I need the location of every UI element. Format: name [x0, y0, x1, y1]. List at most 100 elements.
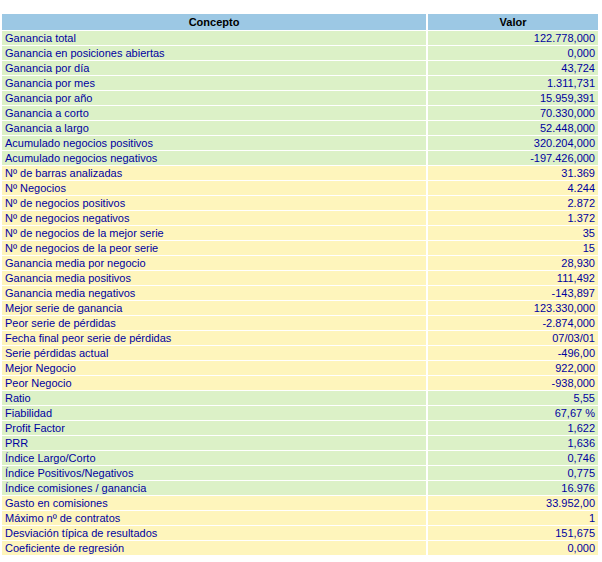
- table-row: Ganancia por mes 1.311,731: [2, 76, 598, 90]
- concept-cell: Ratio: [2, 391, 426, 405]
- value-cell: 31.369: [428, 166, 598, 180]
- concept-cell: Ganancia por mes: [2, 76, 426, 90]
- value-cell: 4.244: [428, 181, 598, 195]
- concept-cell: Ganancia media negativos: [2, 286, 426, 300]
- value-cell: 151,675: [428, 526, 598, 540]
- value-cell: 0,746: [428, 451, 598, 465]
- concept-cell: PRR: [2, 436, 426, 450]
- value-cell: 111,492: [428, 271, 598, 285]
- concept-cell: Nº de negocios negativos: [2, 211, 426, 225]
- concept-cell: Desviación típica de resultados: [2, 526, 426, 540]
- table-row: Ganancia por día 43,724: [2, 61, 598, 75]
- value-cell: 67,67 %: [428, 406, 598, 420]
- concept-cell: Índice Largo/Corto: [2, 451, 426, 465]
- concept-cell: Índice Positivos/Negativos: [2, 466, 426, 480]
- concept-cell: Nº de negocios de la mejor serie: [2, 226, 426, 240]
- value-cell: 1,636: [428, 436, 598, 450]
- value-cell: 70.330,000: [428, 106, 598, 120]
- concept-cell: Peor Negocio: [2, 376, 426, 390]
- value-cell: -938,000: [428, 376, 598, 390]
- concept-cell: Nº de negocios de la peor serie: [2, 241, 426, 255]
- concept-cell: Serie pérdidas actual: [2, 346, 426, 360]
- table-row: Nº de negocios de la peor serie 15: [2, 241, 598, 255]
- concept-cell: Índice comisiones / ganancia: [2, 481, 426, 495]
- column-header-concepto: Concepto: [2, 14, 426, 30]
- concept-cell: Mejor Negocio: [2, 361, 426, 375]
- value-cell: 15.959,391: [428, 91, 598, 105]
- concept-cell: Fiabilidad: [2, 406, 426, 420]
- table-row: Acumulado negocios positivos 320.204,000: [2, 136, 598, 150]
- table-row: Peor serie de pérdidas -2.874,000: [2, 316, 598, 330]
- table-row: Desviación típica de resultados 151,675: [2, 526, 598, 540]
- concept-cell: Ganancia media por negocio: [2, 256, 426, 270]
- value-cell: 33.952,00: [428, 496, 598, 510]
- value-cell: -143,897: [428, 286, 598, 300]
- table-row: Mejor Negocio 922,000: [2, 361, 598, 375]
- value-cell: 52.448,000: [428, 121, 598, 135]
- table-row: Serie pérdidas actual -496,00: [2, 346, 598, 360]
- value-cell: -2.874,000: [428, 316, 598, 330]
- table-row: Nº de negocios positivos 2.872: [2, 196, 598, 210]
- table-row: Fecha final peor serie de pérdidas 07/03…: [2, 331, 598, 345]
- value-cell: 43,724: [428, 61, 598, 75]
- concept-cell: Peor serie de pérdidas: [2, 316, 426, 330]
- value-cell: -496,00: [428, 346, 598, 360]
- table-row: Ganancia total 122.778,000: [2, 31, 598, 45]
- column-header-valor: Valor: [428, 14, 598, 30]
- table-row: Índice Positivos/Negativos 0,775: [2, 466, 598, 480]
- table-row: Ganancia a corto 70.330,000: [2, 106, 598, 120]
- value-cell: 0,000: [428, 46, 598, 60]
- table-row: Ganancia a largo 52.448,000: [2, 121, 598, 135]
- value-cell: 1.372: [428, 211, 598, 225]
- value-cell: 16.976: [428, 481, 598, 495]
- value-cell: 0,000: [428, 541, 598, 555]
- value-cell: 122.778,000: [428, 31, 598, 45]
- value-cell: 35: [428, 226, 598, 240]
- value-cell: -197.426,000: [428, 151, 598, 165]
- table-row: Nº de negocios negativos 1.372: [2, 211, 598, 225]
- concept-cell: Mejor serie de ganancia: [2, 301, 426, 315]
- table-row: Ganancia por año 15.959,391: [2, 91, 598, 105]
- concept-cell: Ganancia total: [2, 31, 426, 45]
- table-row: Ganancia media positivos 111,492: [2, 271, 598, 285]
- concept-cell: Profit Factor: [2, 421, 426, 435]
- value-cell: 0,775: [428, 466, 598, 480]
- table-row: Nº Negocios 4.244: [2, 181, 598, 195]
- concept-cell: Ganancia media positivos: [2, 271, 426, 285]
- concept-cell: Ganancia a corto: [2, 106, 426, 120]
- concept-cell: Nº de negocios positivos: [2, 196, 426, 210]
- concept-cell: Acumulado negocios positivos: [2, 136, 426, 150]
- value-cell: 123.330,000: [428, 301, 598, 315]
- concept-cell: Ganancia por día: [2, 61, 426, 75]
- concept-cell: Gasto en comisiones: [2, 496, 426, 510]
- table-row: Ratio 5,55: [2, 391, 598, 405]
- concept-cell: Ganancia en posiciones abiertas: [2, 46, 426, 60]
- table-row: Nº de barras analizadas 31.369: [2, 166, 598, 180]
- value-cell: 15: [428, 241, 598, 255]
- table-row: Peor Negocio -938,000: [2, 376, 598, 390]
- value-cell: 5,55: [428, 391, 598, 405]
- table-row: Coeficiente de regresión 0,000: [2, 541, 598, 555]
- concept-cell: Fecha final peor serie de pérdidas: [2, 331, 426, 345]
- table-row: Ganancia media negativos -143,897: [2, 286, 598, 300]
- value-cell: 320.204,000: [428, 136, 598, 150]
- table-body: Ganancia total 122.778,000 Ganancia en p…: [2, 31, 598, 555]
- table-row: Ganancia en posiciones abiertas 0,000: [2, 46, 598, 60]
- concept-cell: Nº de barras analizadas: [2, 166, 426, 180]
- statistics-table: Concepto Valor Ganancia total 122.778,00…: [0, 13, 600, 556]
- table-row: Acumulado negocios negativos -197.426,00…: [2, 151, 598, 165]
- concept-cell: Coeficiente de regresión: [2, 541, 426, 555]
- concept-cell: Ganancia a largo: [2, 121, 426, 135]
- table-row: PRR 1,636: [2, 436, 598, 450]
- table-header-row: Concepto Valor: [2, 14, 598, 30]
- value-cell: 922,000: [428, 361, 598, 375]
- table-row: Gasto en comisiones 33.952,00: [2, 496, 598, 510]
- concept-cell: Ganancia por año: [2, 91, 426, 105]
- table-row: Ganancia media por negocio 28,930: [2, 256, 598, 270]
- concept-cell: Máximo nº de contratos: [2, 511, 426, 525]
- table-row: Profit Factor 1,622: [2, 421, 598, 435]
- concept-cell: Acumulado negocios negativos: [2, 151, 426, 165]
- value-cell: 07/03/01: [428, 331, 598, 345]
- table-row: Fiabilidad 67,67 %: [2, 406, 598, 420]
- table-row: Máximo nº de contratos 1: [2, 511, 598, 525]
